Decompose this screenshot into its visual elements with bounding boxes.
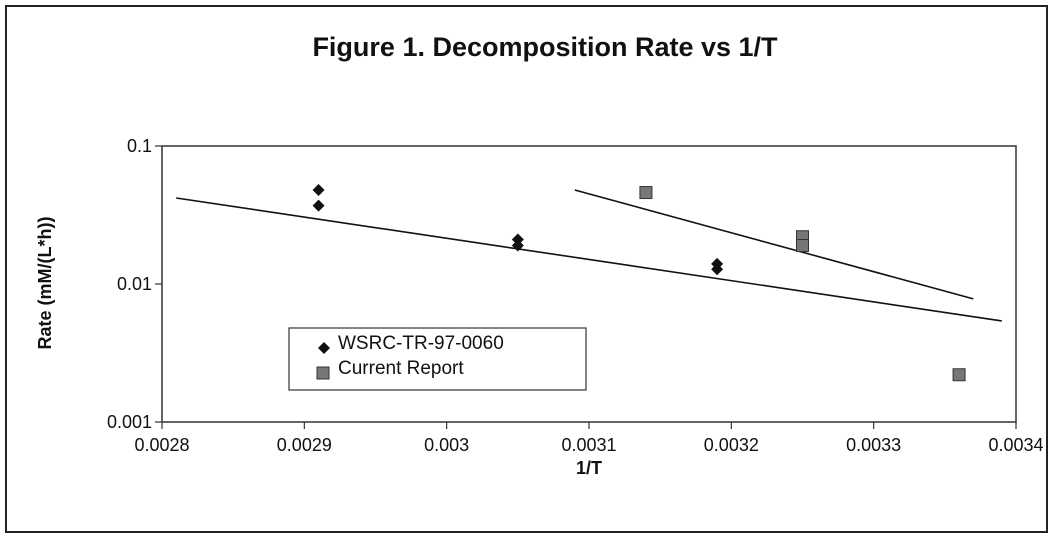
trendlines — [176, 189, 1002, 322]
legend-diamond-marker — [318, 342, 330, 354]
legend: WSRC-TR-97-0060 Current Report — [288, 327, 587, 391]
chart-frame — [5, 5, 1048, 533]
y-tick-label: 0.1 — [127, 136, 152, 156]
x-tick-label: 0.0031 — [561, 435, 616, 455]
x-tick-label: 0.0034 — [988, 435, 1043, 455]
y-tick-label: 0.001 — [107, 412, 152, 432]
chart-title: Figure 1. Decomposition Rate vs 1/T — [312, 32, 778, 62]
y-axis-label: Rate (mM/(L*h)) — [35, 217, 55, 350]
legend-series-1-label: WSRC-TR-97-0060 — [338, 333, 504, 354]
trendline-series-2 — [574, 189, 974, 300]
data-point-square — [796, 239, 809, 253]
data-point-diamond — [511, 239, 524, 252]
trendline-series-1 — [176, 197, 1002, 322]
x-tick-label: 0.003 — [424, 435, 469, 455]
data-points — [312, 183, 966, 382]
x-tick-label: 0.0032 — [704, 435, 759, 455]
y-tick-label: 0.01 — [117, 274, 152, 294]
legend-box — [288, 327, 587, 391]
x-tick-label: 0.0028 — [134, 435, 189, 455]
data-point-diamond — [711, 263, 724, 276]
data-point-diamond — [312, 199, 325, 212]
x-tick-label: 0.0033 — [846, 435, 901, 455]
x-axis-label: 1/T — [576, 458, 602, 478]
legend-series-2-label: Current Report — [338, 358, 464, 379]
data-point-square — [639, 186, 653, 200]
data-point-diamond — [312, 183, 325, 196]
legend-square-marker — [316, 366, 330, 380]
x-axis: 0.0028 0.0029 0.003 0.0031 0.0032 0.0033 0.003… — [134, 422, 1044, 455]
x-tick-label: 0.0029 — [277, 435, 332, 455]
y-axis: 0.1 0.01 0.001 — [107, 136, 162, 432]
data-point-square — [952, 368, 966, 382]
